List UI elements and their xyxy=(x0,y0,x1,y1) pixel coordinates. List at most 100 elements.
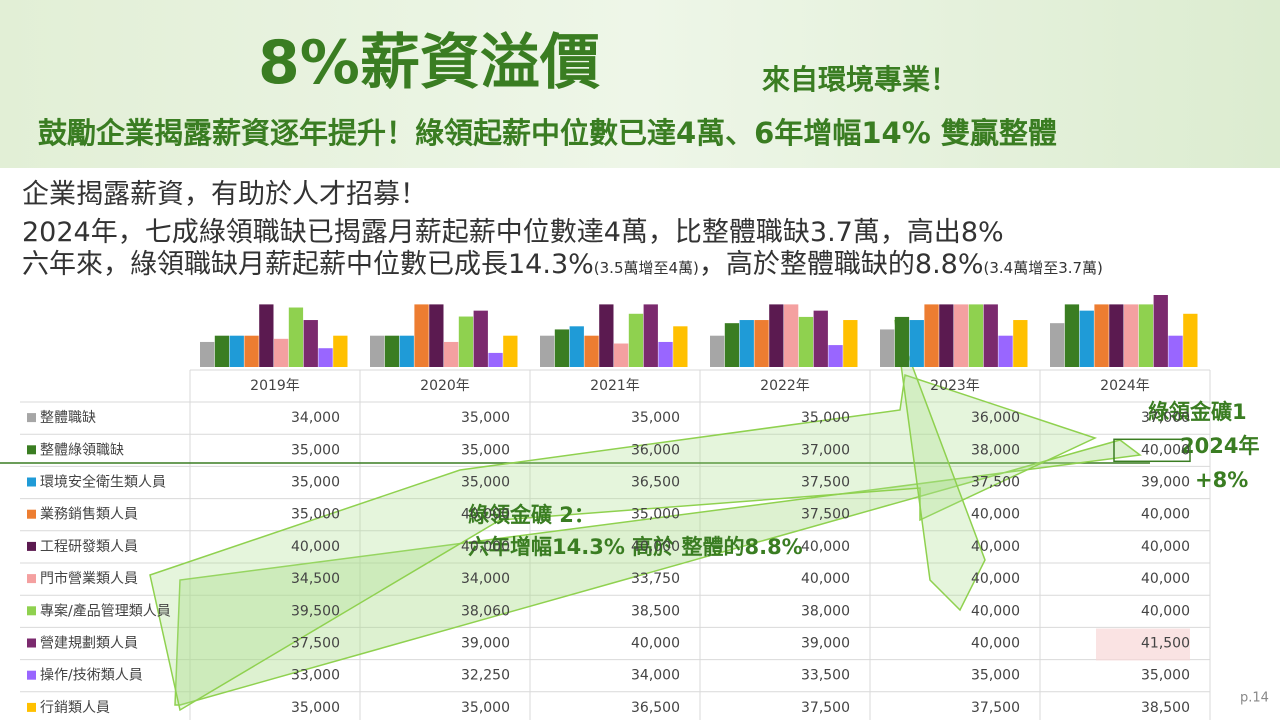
bar xyxy=(429,304,444,367)
table-cell: 34,000 xyxy=(291,410,340,426)
bar xyxy=(813,310,828,367)
table-cell: 37,500 xyxy=(801,475,850,491)
table-cell: 40,000 xyxy=(631,636,680,652)
bar xyxy=(798,316,814,367)
legend-swatch xyxy=(27,541,36,551)
bar xyxy=(784,304,799,367)
table-cell: 35,000 xyxy=(291,507,340,523)
bar xyxy=(754,320,769,367)
table-cell: 38,500 xyxy=(1141,700,1190,716)
body-text: ，高於整體職缺的8.8% xyxy=(698,249,984,280)
bar xyxy=(828,345,843,367)
bar xyxy=(244,335,259,367)
bar xyxy=(458,316,474,367)
bar xyxy=(540,335,555,367)
bar xyxy=(739,320,754,367)
highlight-fill xyxy=(1096,628,1190,661)
table-cell: 40,000 xyxy=(461,507,510,523)
bar xyxy=(628,313,644,367)
bar xyxy=(200,341,215,367)
column-header: 2024年 xyxy=(1100,378,1150,394)
table-cell: 35,000 xyxy=(461,410,510,426)
table-cell: 35,000 xyxy=(461,700,510,716)
table-cell: 36,000 xyxy=(631,442,680,458)
bar xyxy=(444,341,459,367)
legend-label: 營建規劃類人員 xyxy=(40,636,138,652)
bar xyxy=(1050,323,1065,367)
header-band xyxy=(0,0,1280,168)
table-cell: 37,500 xyxy=(971,700,1020,716)
table-cell: 38,060 xyxy=(461,603,510,619)
column-header: 2023年 xyxy=(930,378,980,394)
table-cell: 39,500 xyxy=(291,603,340,619)
body-line: 2024年，七成綠領職缺已揭露月薪起薪中位數達4萬，比整體職缺3.7萬，高出8% xyxy=(22,217,1004,248)
legend-swatch xyxy=(27,574,36,584)
table-cell: 35,000 xyxy=(1141,668,1190,684)
bar xyxy=(1153,295,1168,367)
table-cell: 40,000 xyxy=(1141,539,1190,555)
bar xyxy=(1094,304,1109,367)
legend-label: 工程研發類人員 xyxy=(40,539,138,555)
body-note: (3.5萬增至4萬) xyxy=(593,259,699,277)
table-cell: 38,000 xyxy=(971,442,1020,458)
body-line: 企業揭露薪資，有助於人才招募！ xyxy=(22,179,427,210)
bar xyxy=(399,335,414,367)
column-header: 2020年 xyxy=(420,378,470,394)
table-cell: 39,000 xyxy=(1141,475,1190,491)
table-cell: 36,500 xyxy=(631,700,680,716)
column-header: 2019年 xyxy=(250,378,300,394)
bar xyxy=(303,320,318,367)
table-cell: 40,000 xyxy=(1141,571,1190,587)
annotation: 綠領金礦1 xyxy=(1148,400,1247,424)
table-cell: 40,000 xyxy=(1141,442,1190,458)
legend-swatch xyxy=(27,445,36,455)
bar xyxy=(939,304,954,367)
annotation: 六年增幅14.3% 高於 整體的8.8% xyxy=(468,535,803,559)
legend-label: 行銷類人員 xyxy=(40,700,110,716)
bar xyxy=(1138,304,1154,367)
bar xyxy=(274,338,289,367)
bar xyxy=(333,335,348,367)
table-cell: 37,500 xyxy=(801,507,850,523)
arrow xyxy=(894,319,986,612)
bar xyxy=(658,341,673,367)
bar xyxy=(554,329,570,367)
legend-swatch xyxy=(27,638,36,648)
bar xyxy=(954,304,969,367)
body-line: 六年來，綠領職缺月薪起薪中位數已成長14.3%(3.5萬增至4萬)，高於整體職缺… xyxy=(22,250,1272,283)
table-cell: 34,000 xyxy=(631,668,680,684)
bar xyxy=(643,304,658,367)
table-cell: 39,000 xyxy=(801,636,850,652)
legend-swatch xyxy=(27,606,36,616)
table-cell: 36,500 xyxy=(631,475,680,491)
bar xyxy=(880,329,895,367)
table-cell: 32,250 xyxy=(461,668,510,684)
bar xyxy=(909,320,924,367)
table-cell: 40,000 xyxy=(971,507,1020,523)
arrow xyxy=(149,374,1098,712)
table-cell: 33,500 xyxy=(801,668,850,684)
table-cell: 35,000 xyxy=(291,442,340,458)
table-cell: 40,000 xyxy=(631,539,680,555)
table-cell: 33,750 xyxy=(631,571,680,587)
table-cell: 37,000 xyxy=(801,442,850,458)
bar xyxy=(983,304,998,367)
bar xyxy=(1183,313,1198,367)
bar xyxy=(710,335,725,367)
table-cell: 36,000 xyxy=(971,410,1020,426)
bar xyxy=(724,323,740,367)
highlight-box xyxy=(1113,438,1191,463)
title-tag: 來自環境專業！ xyxy=(762,63,959,96)
bar xyxy=(1013,320,1028,367)
table-cell: 35,000 xyxy=(291,475,340,491)
legend-label: 專案/產品管理類人員 xyxy=(40,602,171,619)
legend-swatch xyxy=(27,477,36,487)
annotation: +8% xyxy=(1195,468,1248,492)
bar xyxy=(769,304,784,367)
column-header: 2022年 xyxy=(760,378,810,394)
bar xyxy=(414,304,429,367)
bar xyxy=(318,348,333,367)
table-cell: 40,000 xyxy=(971,571,1020,587)
table-cell: 37,500 xyxy=(291,636,340,652)
legend-swatch xyxy=(27,702,36,712)
